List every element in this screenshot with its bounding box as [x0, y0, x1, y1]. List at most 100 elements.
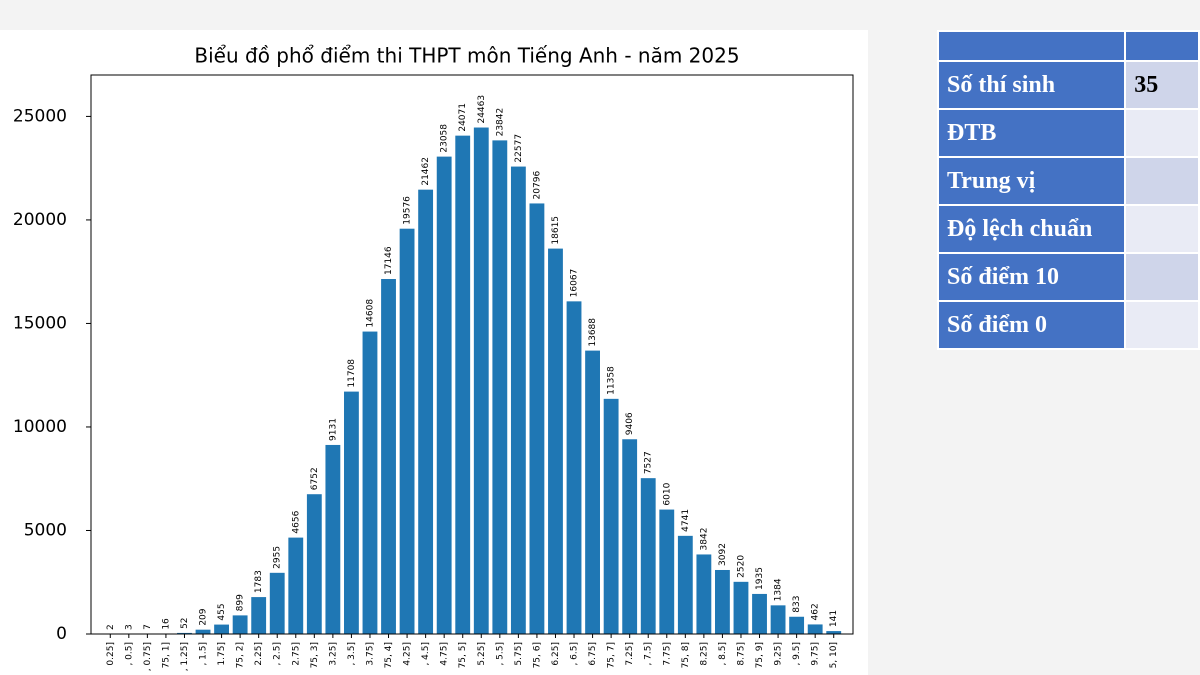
- value-label: 16067: [570, 269, 580, 298]
- chart-title: Biểu đồ phổ điểm thi THPT môn Tiếng Anh …: [194, 44, 739, 68]
- x-tick-label: 4.25]: [403, 642, 413, 666]
- label-cell: Số thí sinh: [936, 60, 1127, 110]
- value-label: 22577: [514, 134, 524, 163]
- value-label: 19576: [403, 196, 413, 225]
- value-label: 13688: [588, 318, 598, 347]
- x-tick-label: , 4.5]: [421, 642, 431, 666]
- value-label: 6752: [310, 467, 320, 490]
- bar: [826, 631, 842, 634]
- value-label: 1935: [755, 567, 765, 590]
- x-tick-label: 75, 1]: [161, 642, 171, 668]
- label-cell: ĐTB: [936, 108, 1127, 158]
- x-tick-label: 5, 10]: [829, 642, 839, 668]
- x-tick-label: 0.25]: [106, 642, 116, 666]
- x-tick-label: 3.75]: [365, 642, 375, 666]
- bar: [529, 203, 545, 634]
- value-label: 3842: [699, 528, 709, 551]
- label-cell: Độ lệch chuẩn: [936, 204, 1127, 254]
- value-label: 4741: [681, 509, 691, 532]
- value-label: 23058: [440, 124, 450, 153]
- bar: [195, 629, 211, 634]
- x-tick-label: 8.75]: [736, 642, 746, 666]
- value-label: 11708: [347, 359, 357, 388]
- bar: [603, 398, 619, 634]
- x-tick-label: 75, 5]: [458, 642, 468, 668]
- label-cell: Số điểm 0: [936, 300, 1127, 350]
- value-label: 52: [180, 617, 190, 628]
- x-tick-label: 75, 8]: [681, 642, 691, 668]
- x-tick-label: 8.25]: [699, 642, 709, 666]
- value-label: 209: [199, 608, 209, 625]
- value-cell: [1124, 204, 1200, 254]
- y-tick-label: 0: [56, 624, 67, 644]
- chart-panel: [0, 30, 868, 675]
- value-label: 2: [106, 624, 116, 630]
- value-label: 833: [792, 596, 802, 613]
- bar: [473, 127, 489, 634]
- bar: [733, 581, 749, 634]
- value-label: 1783: [254, 570, 264, 593]
- bar: [418, 189, 434, 634]
- value-cell: 35: [1124, 60, 1200, 110]
- header-row: [936, 30, 1200, 62]
- x-tick-label: 9.25]: [774, 642, 784, 666]
- table-row: Số thí sinh 35: [936, 60, 1200, 110]
- value-label: 4656: [291, 510, 301, 533]
- x-tick-label: 7.75]: [662, 642, 672, 666]
- bar: [269, 572, 285, 634]
- bar: [510, 166, 526, 634]
- value-label: 23842: [495, 108, 505, 137]
- bar: [715, 569, 730, 634]
- value-label: 2520: [736, 555, 746, 578]
- bar: [696, 554, 712, 634]
- bar: [362, 331, 378, 634]
- y-tick-label: 10000: [13, 417, 67, 437]
- y-tick-label: 5000: [24, 520, 67, 540]
- table-row: ĐTB: [936, 108, 1200, 158]
- value-label: 899: [236, 594, 246, 611]
- bar: [344, 391, 359, 634]
- axes-frame: [90, 74, 854, 635]
- value-cell: [1124, 108, 1200, 158]
- bar: [585, 350, 600, 634]
- value-label: 141: [829, 610, 839, 627]
- x-tick-label: 4.75]: [440, 642, 450, 666]
- value-cell: [1124, 300, 1200, 350]
- x-tick-label: 75, 4]: [384, 642, 394, 668]
- x-tick-label: , 1.5]: [199, 642, 209, 666]
- x-tick-label: , 1.25]: [180, 642, 190, 671]
- table-row: Số điểm 0: [936, 300, 1200, 350]
- bar: [436, 156, 452, 634]
- value-label: 9131: [328, 418, 338, 441]
- value-label: 6010: [662, 482, 672, 505]
- table-row: Độ lệch chuẩn: [936, 204, 1200, 254]
- x-tick-label: 75, 7]: [607, 642, 617, 668]
- value-label: 7: [143, 624, 153, 630]
- value-label: 24071: [458, 103, 468, 132]
- x-tick-label: 3.25]: [328, 642, 338, 666]
- x-tick-label: 5.75]: [514, 642, 524, 666]
- x-tick-label: , 7.5]: [644, 642, 654, 666]
- value-label: 7527: [644, 451, 654, 474]
- label-cell: Trung vị: [936, 156, 1127, 206]
- bar: [640, 478, 656, 634]
- x-tick-label: , 8.5]: [718, 642, 728, 666]
- x-tick-label: , 0.75]: [143, 642, 153, 671]
- value-label: 11358: [607, 366, 617, 395]
- x-tick-label: , 3.5]: [347, 642, 357, 666]
- bar: [770, 605, 786, 634]
- x-tick-label: 6.75]: [588, 642, 598, 666]
- x-tick-label: 75, 6]: [532, 642, 542, 668]
- value-cell: [1124, 252, 1200, 302]
- x-tick-label: 75, 3]: [310, 642, 320, 668]
- table-row: Số điểm 10: [936, 252, 1200, 302]
- bar: [548, 248, 563, 634]
- header-cell: [1124, 30, 1200, 62]
- bar: [807, 624, 823, 634]
- x-tick-label: 7.25]: [625, 642, 635, 666]
- bar: [381, 279, 396, 634]
- chart: Biểu đồ phổ điểm thi THPT môn Tiếng Anh …: [0, 30, 868, 675]
- value-label: 20796: [532, 171, 542, 200]
- bar: [677, 535, 693, 634]
- x-tick-label: 5.25]: [477, 642, 487, 666]
